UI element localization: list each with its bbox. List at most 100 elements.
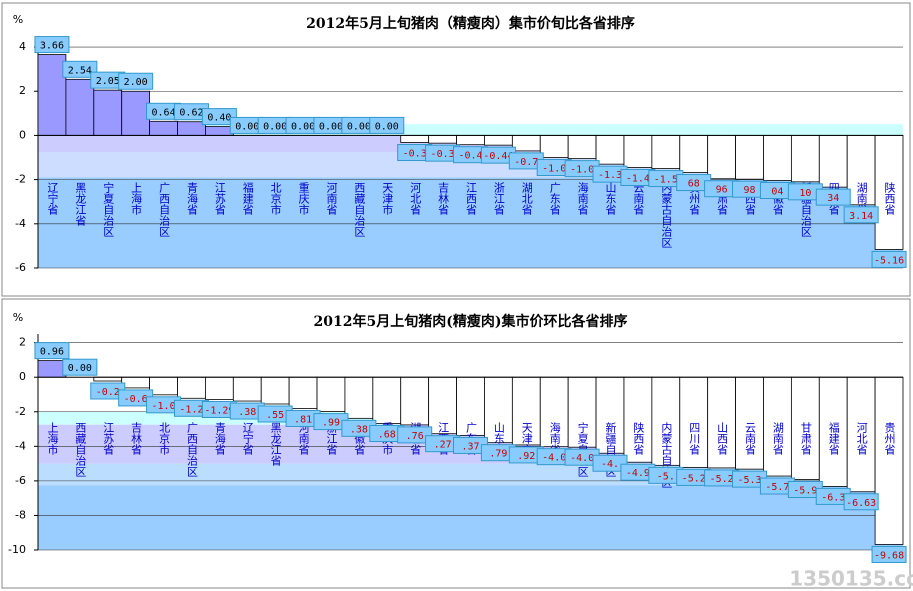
value-label-box (843, 206, 879, 224)
value-label: 0.00 (235, 121, 259, 132)
y-tick-label: -4 (15, 439, 26, 452)
bar (651, 135, 681, 169)
x-tick-label: 四川省 (688, 422, 701, 456)
x-tick-label: 吉林省 (437, 182, 450, 216)
bar (539, 135, 569, 158)
x-tick-label: 辽宁省 (241, 422, 254, 456)
bar (65, 78, 95, 136)
value-label-box (815, 188, 851, 206)
value-label-box (201, 108, 237, 126)
value-label: -4.0 (542, 453, 566, 464)
y-tick-label: 2 (19, 336, 26, 349)
bar (149, 376, 178, 396)
bar (121, 90, 151, 136)
value-label: -1.4 (626, 173, 650, 184)
value-label: -0.2 (96, 387, 120, 398)
y-tick-label: 0 (19, 370, 26, 383)
y-tick-label: -8 (15, 508, 26, 521)
value-label: .55 (266, 410, 284, 421)
bar (707, 376, 736, 469)
value-label: 34 (827, 193, 839, 204)
bar (372, 376, 402, 424)
y-tick-label: -10 (8, 543, 26, 556)
value-label: -5.16 (874, 255, 904, 266)
x-tick-label: 河南省 (297, 422, 310, 456)
x-tick-label: 河北省 (409, 182, 422, 216)
x-tick-label: 广西自治区 (185, 422, 198, 477)
value-label: -5.7 (765, 482, 789, 493)
value-label-box (62, 358, 98, 376)
x-tick-label: 上海市 (46, 422, 59, 456)
value-label: 10 (799, 188, 811, 199)
x-tick-label: 山西省 (716, 422, 729, 456)
value-label: 68 (688, 179, 700, 190)
value-label: .76 (406, 431, 424, 442)
value-label: 2.54 (68, 65, 92, 76)
x-tick-label: 青海省 (213, 422, 226, 456)
bar (623, 135, 653, 168)
bar (37, 360, 67, 378)
value-label: -5. (657, 471, 675, 482)
x-tick-label: 黑龙江省 (269, 422, 282, 467)
y-tick-label: -6 (15, 261, 26, 274)
bar (595, 135, 625, 165)
bar (205, 376, 234, 400)
bar (260, 376, 290, 405)
x-tick-label: 江苏省 (213, 182, 226, 216)
value-label-box (62, 60, 98, 78)
y-tick-label: 0 (19, 128, 26, 141)
value-label: .38 (350, 424, 368, 435)
background-band (38, 124, 903, 136)
value-label: -6.3 (821, 492, 845, 503)
value-label: -4.0 (570, 453, 594, 464)
x-tick-label: 云南省 (632, 182, 645, 216)
value-label: 0.00 (263, 121, 287, 132)
bar (874, 376, 904, 545)
bar (121, 376, 151, 389)
x-tick-label: 内蒙古自治区 (660, 181, 673, 248)
x-tick-label: 河北省 (855, 422, 868, 456)
value-label: .38 (238, 407, 256, 418)
value-label-box (34, 36, 70, 54)
y-tick-label: 2 (19, 84, 26, 97)
bar (149, 120, 178, 136)
value-label: .27 (434, 440, 452, 451)
value-label: -1.5 (654, 175, 678, 186)
bar (456, 135, 485, 146)
x-tick-label: 河南省 (325, 182, 338, 216)
value-label: 04 (771, 187, 783, 198)
bar (679, 135, 709, 173)
x-tick-label: 湖北省 (520, 182, 533, 216)
value-label: -5.3 (737, 475, 761, 486)
value-label: -0.7 (514, 157, 538, 168)
value-label: 2.05 (96, 76, 120, 87)
value-label: -1.3 (598, 170, 622, 181)
value-label: -0.3 (431, 149, 455, 160)
x-tick-label: 广东省 (548, 182, 561, 216)
value-label: 0.00 (347, 121, 371, 132)
value-label: -6.63 (846, 498, 876, 509)
value-label: -5.9 (793, 485, 817, 496)
x-tick-label: 陕西省 (883, 181, 896, 216)
bar (651, 376, 681, 466)
bar (707, 135, 736, 180)
bar (735, 135, 764, 180)
value-label: .92 (517, 451, 535, 462)
bar (428, 135, 457, 144)
value-label: -0.4 (458, 151, 482, 162)
x-tick-label: 青海省 (185, 182, 198, 216)
x-tick-label: 福建省 (241, 181, 254, 216)
bar (818, 376, 848, 487)
x-tick-label: 浙江省 (492, 182, 505, 216)
value-label: -1.29 (204, 405, 234, 416)
x-tick-label: 湖南省 (771, 422, 784, 456)
bar (567, 135, 597, 160)
bar (511, 135, 541, 152)
x-tick-label: 福建省 (827, 421, 840, 456)
chart-title: 2012年5月上旬猪肉（精瘦肉）集市价旬比各省排序 (306, 15, 635, 32)
x-tick-label: 重庆市 (297, 181, 310, 216)
x-tick-label: 江苏省 (102, 422, 115, 456)
bar (679, 376, 709, 468)
bar (288, 376, 318, 409)
